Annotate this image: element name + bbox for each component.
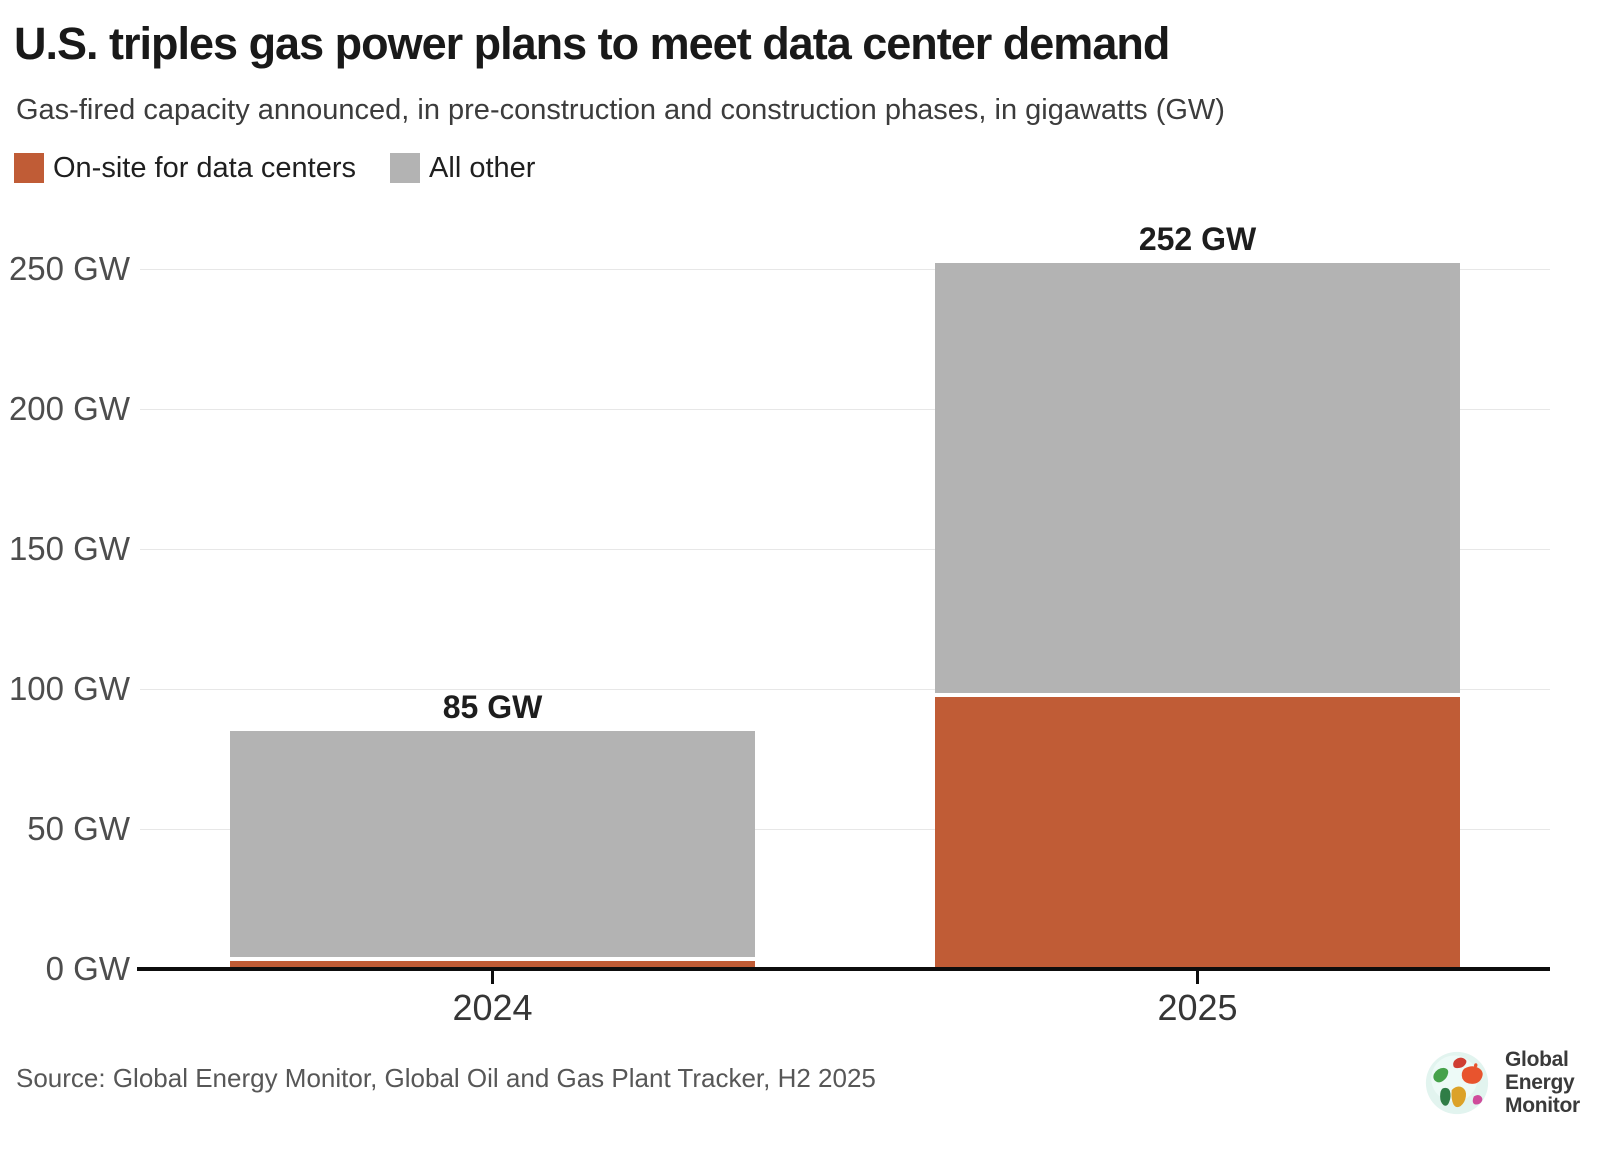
- x-axis-tick-mark: [491, 971, 494, 984]
- legend-label: All other: [429, 151, 536, 184]
- y-axis-tick-label: 50 GW: [27, 810, 130, 847]
- gem-logo-line: Monitor: [1505, 1094, 1580, 1117]
- bar-segment-onsite: [935, 697, 1460, 969]
- y-axis-tick-label: 200 GW: [8, 390, 130, 427]
- y-axis-tick-label: 0 GW: [45, 950, 130, 987]
- bar-segment-all-other: [230, 731, 755, 957]
- x-axis-baseline: [137, 967, 1550, 971]
- legend-swatch: [14, 153, 44, 183]
- y-axis-tick-label: 100 GW: [8, 670, 130, 707]
- source-note: Source: Global Energy Monitor, Global Oi…: [16, 1063, 876, 1093]
- bar-segment-separator: [935, 693, 1460, 698]
- bar-segment-separator: [230, 956, 755, 961]
- legend-item: All other: [390, 152, 535, 185]
- y-gridline: [140, 688, 1550, 690]
- gem-logo: Global Energy Monitor: [1425, 1048, 1580, 1117]
- legend-swatch: [390, 153, 421, 183]
- x-axis-tick-label: 2025: [1157, 987, 1238, 1028]
- x-axis-tick-label: 2024: [452, 987, 533, 1028]
- gem-logo-line: Global: [1505, 1048, 1569, 1071]
- y-gridline: [140, 408, 1550, 410]
- y-axis-tick-label: 250 GW: [8, 250, 130, 287]
- legend-item: On-site for data centers: [14, 152, 356, 185]
- y-gridline: [140, 268, 1550, 270]
- y-gridline: [140, 828, 1550, 830]
- y-axis-tick-label: 150 GW: [8, 530, 130, 567]
- chart-title: U.S. triples gas power plans to meet dat…: [14, 18, 1170, 69]
- x-axis-tick-mark: [1196, 971, 1199, 984]
- legend: On-site for data centers All other: [14, 152, 535, 184]
- legend-label: On-site for data centers: [53, 151, 357, 184]
- chart-subtitle: Gas-fired capacity announced, in pre-con…: [16, 94, 1225, 126]
- globe-icon: [1425, 1051, 1489, 1114]
- gem-logo-text: Global Energy Monitor: [1505, 1048, 1580, 1117]
- y-gridline: [140, 548, 1550, 550]
- gem-logo-line: Energy: [1505, 1071, 1575, 1094]
- bar-total-label: 252 GW: [1138, 221, 1257, 258]
- bar-total-label: 85 GW: [442, 689, 543, 725]
- bar-segment-all-other: [935, 263, 1460, 694]
- bar-segment-onsite: [230, 960, 755, 969]
